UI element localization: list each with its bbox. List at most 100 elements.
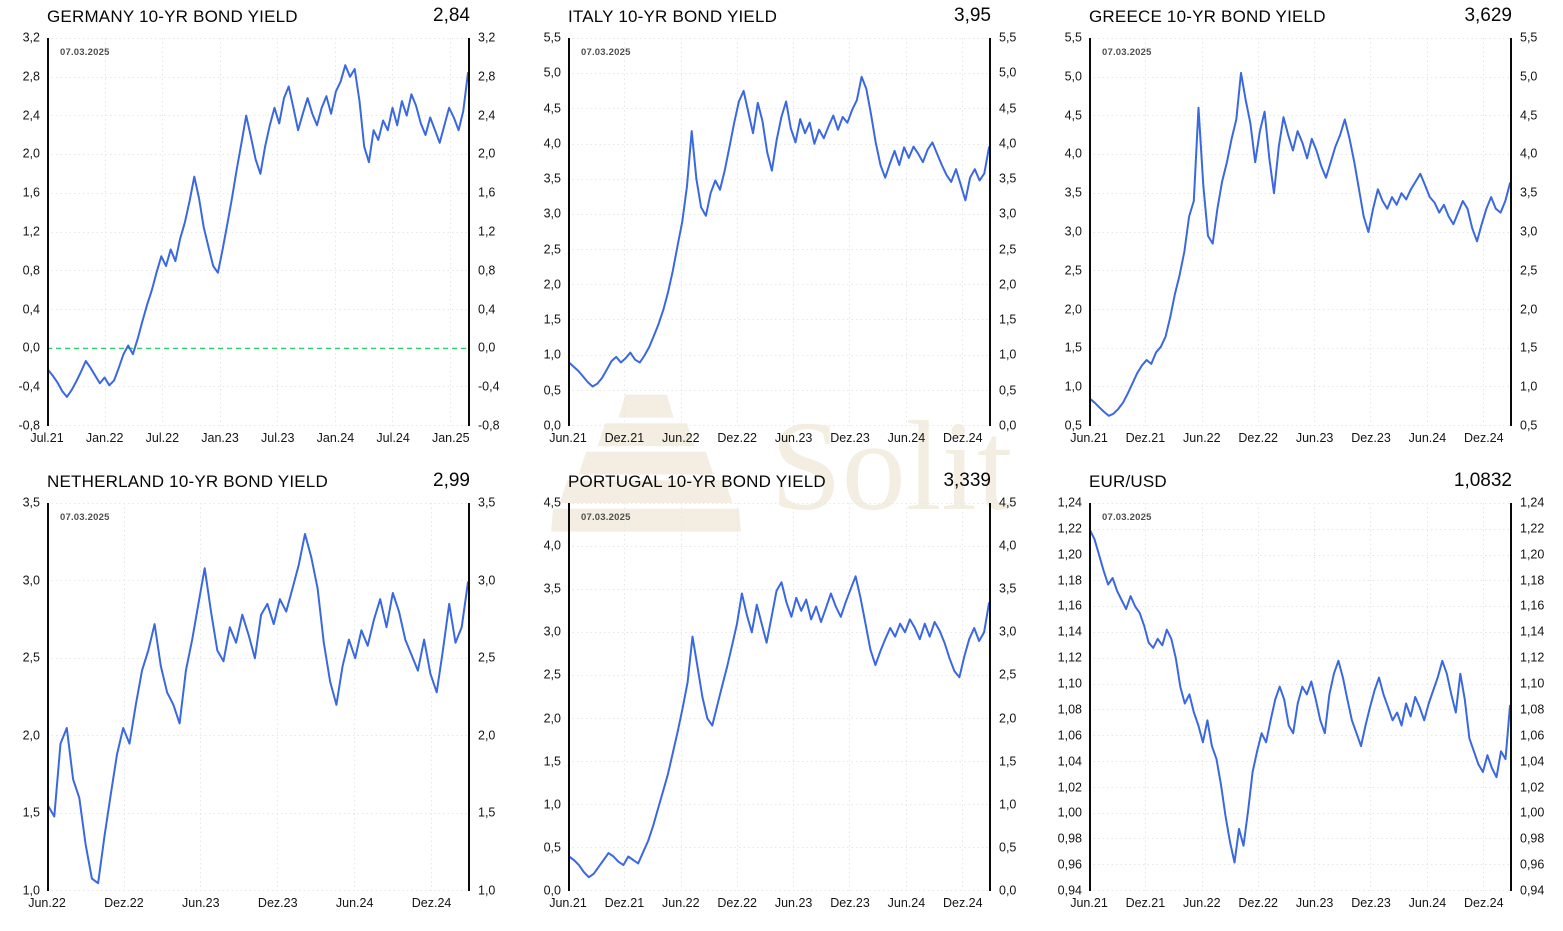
last-value: 3,629 — [1464, 5, 1512, 26]
chart-plot[interactable]: 07.03.2025 — [47, 503, 470, 891]
line-series — [1089, 71, 1511, 417]
y-tick-label: -0,8 — [478, 418, 500, 433]
y-tick-label: 1,6 — [22, 185, 40, 200]
y-tick-label: 1,16 — [1520, 598, 1545, 613]
x-tick-label: Dez.24 — [942, 431, 983, 445]
y-tick-label: 0,0 — [22, 340, 40, 355]
plot-canvas — [568, 503, 991, 891]
x-tick-label: Jun.23 — [182, 896, 220, 910]
x-tick-label: Jun.21 — [549, 431, 587, 445]
x-tick-label: Jun.24 — [1408, 896, 1447, 910]
line-series — [568, 575, 990, 879]
y-tick-label: 1,12 — [1520, 650, 1545, 665]
y-tick-label: 0,8 — [478, 263, 496, 278]
plot-canvas — [1089, 503, 1512, 891]
x-tick-label: Jun.24 — [335, 896, 374, 910]
x-tick-label: Dez.21 — [604, 431, 645, 445]
y-tick-label: 1,22 — [1520, 521, 1545, 536]
y-tick-label: 0,5 — [999, 840, 1017, 855]
last-value: 1,0832 — [1453, 470, 1512, 491]
y-tick-label: 2,0 — [22, 146, 40, 161]
y-tick-label: 1,2 — [22, 224, 40, 239]
y-axis-left-labels: 5,5 5,0 4,5 4,0 3,5 3,0 2,5 2,0 1,5 1,0 0,5 0,0 — [521, 31, 561, 432]
x-tick-label: Dez.23 — [257, 896, 298, 910]
y-tick-label: 0,5 — [543, 840, 561, 855]
x-tick-label: Dez.24 — [1463, 896, 1504, 910]
x-axis-labels: Jun.21 Dez.21 Jun.22 Dez.22 Jun.23 Dez.23 Jun.… — [1070, 896, 1512, 912]
x-tick-label: Jan.24 — [316, 431, 355, 445]
x-tick-label: Dez.23 — [1351, 896, 1391, 910]
y-tick-label: 0,5 — [1064, 418, 1082, 433]
y-tick-label: 0,4 — [22, 302, 40, 317]
chart-plot[interactable]: 07.03.2025 — [47, 38, 470, 426]
y-tick-label: -0,4 — [18, 379, 40, 394]
y-tick-label: 0,98 — [1520, 831, 1545, 846]
y-tick-label: 1,0 — [1520, 379, 1538, 394]
y-tick-label: 0,94 — [1520, 883, 1545, 898]
y-tick-label: 1,16 — [1057, 598, 1082, 613]
chart-plot[interactable]: 07.03.2025 — [568, 38, 991, 426]
y-tick-label: 2,5 — [1064, 263, 1082, 278]
chart-plot[interactable]: 07.03.2025 — [568, 503, 991, 891]
y-axis-left-labels: 1,24 1,22 1,20 1,18 1,16 1,14 1,12 1,10 1,08 1,06… — [1042, 496, 1082, 897]
y-tick-label: 1,5 — [1520, 340, 1538, 355]
chart-title: PORTUGAL 10-YR BOND YIELD — [568, 472, 826, 491]
x-tick-label: Jun.24 — [887, 431, 926, 445]
x-tick-label: Dez.23 — [830, 431, 870, 445]
y-tick-label: 1,18 — [1520, 573, 1545, 588]
y-tick-label: 1,18 — [1057, 573, 1082, 588]
x-tick-label: Jul.24 — [376, 431, 410, 445]
y-tick-label: 0,96 — [1057, 857, 1082, 872]
chart-plot[interactable]: 07.03.2025 — [1089, 38, 1512, 426]
y-tick-label: 5,5 — [1520, 30, 1538, 45]
x-tick-label: Jun.22 — [28, 896, 66, 910]
y-tick-label: 3,5 — [1064, 185, 1082, 200]
x-tick-label: Dez.24 — [411, 896, 452, 910]
y-tick-label: 0,0 — [999, 418, 1017, 433]
chart-header: GREECE 10-YR BOND YIELD 3,629 — [1042, 0, 1563, 34]
chart-title: GERMANY 10-YR BOND YIELD — [47, 7, 298, 26]
last-value: 2,99 — [433, 470, 470, 491]
x-tick-label: Jun.22 — [1183, 431, 1221, 445]
y-tick-label: 0,0 — [543, 418, 561, 433]
y-tick-label: 5,5 — [999, 30, 1017, 45]
y-tick-label: 1,04 — [1057, 754, 1082, 769]
y-tick-label: 3,0 — [478, 573, 496, 588]
x-axis-labels: Jul.21 Jan.22 Jul.22 Jan.23 Jul.23 Jan.24 Jul.… — [30, 431, 470, 447]
y-tick-label: 1,04 — [1520, 754, 1545, 769]
y-tick-label: 3,5 — [478, 495, 496, 510]
y-tick-label: 3,0 — [1064, 224, 1082, 239]
chart-plot[interactable]: 07.03.2025 — [1089, 503, 1512, 891]
y-tick-label: 4,0 — [1520, 146, 1538, 161]
y-tick-label: 1,5 — [543, 312, 561, 327]
x-tick-label: Jun.24 — [887, 896, 926, 910]
chart-panel-portugal: PORTUGAL 10-YR BOND YIELD 3,339 4,5 4,0 3,… — [521, 465, 1042, 931]
x-tick-label: Dez.24 — [1463, 431, 1504, 445]
x-tick-label: Dez.23 — [1351, 431, 1391, 445]
y-tick-label: 0,4 — [478, 302, 496, 317]
y-axis-left-labels: 4,5 4,0 3,5 3,0 2,5 2,0 1,5 1,0 0,5 0,0 — [521, 496, 561, 897]
y-tick-label: 1,24 — [1057, 495, 1082, 510]
x-tick-label: Dez.21 — [604, 896, 645, 910]
y-tick-label: 5,0 — [999, 65, 1017, 80]
y-tick-label: 3,5 — [543, 171, 561, 186]
y-tick-label: 1,5 — [999, 312, 1017, 327]
y-axis-right-labels: 5,5 5,0 4,5 4,0 3,5 3,0 2,5 2,0 1,5 1,0 0,5 0,0 — [999, 31, 1042, 432]
y-tick-label: 1,06 — [1520, 728, 1545, 743]
y-tick-label: 1,12 — [1057, 650, 1082, 665]
y-axis-left-labels: 5,5 5,0 4,5 4,0 3,5 3,0 2,5 2,0 1,5 1,0 0,5 — [1042, 31, 1082, 432]
line-series — [1089, 529, 1511, 864]
y-tick-label: 4,5 — [543, 101, 561, 116]
y-tick-label: 2,5 — [22, 650, 40, 665]
x-tick-label: Jun.22 — [662, 896, 700, 910]
x-tick-label: Jun.23 — [1295, 431, 1334, 445]
plot-canvas — [47, 503, 470, 891]
y-tick-label: 1,10 — [1520, 676, 1545, 691]
chart-panel-italy: ITALY 10-YR BOND YIELD 3,95 5,5 5,0 4,5 4,0… — [521, 0, 1042, 465]
x-axis-labels: Jun.21 Dez.21 Jun.22 Dez.22 Jun.23 Dez.23 Jun.… — [549, 896, 991, 912]
y-tick-label: 3,5 — [999, 581, 1017, 596]
y-tick-label: 2,8 — [22, 69, 40, 84]
y-tick-label: 1,5 — [543, 754, 561, 769]
y-tick-label: 2,4 — [22, 108, 40, 123]
y-tick-label: 2,0 — [543, 277, 561, 292]
